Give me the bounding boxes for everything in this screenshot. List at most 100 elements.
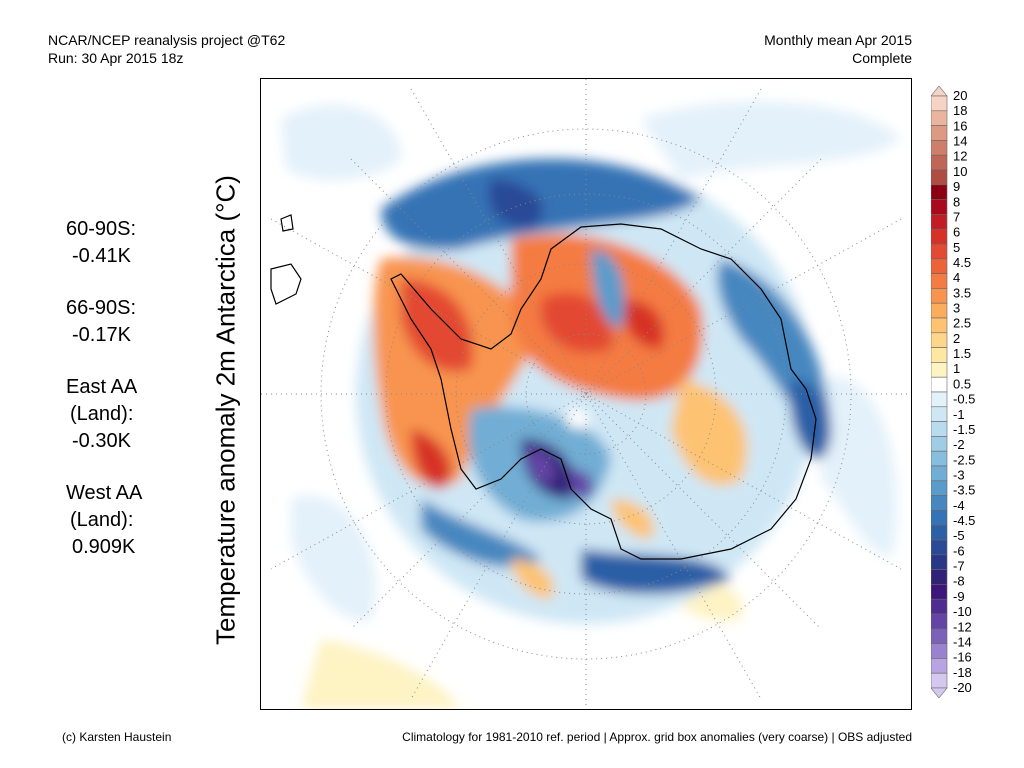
colorbar-tick-label: 6 xyxy=(953,225,960,240)
colorbar-tick-label: -20 xyxy=(953,680,972,695)
colorbar-tick-label: 20 xyxy=(953,88,967,103)
colorbar-tick-label: 7 xyxy=(953,209,960,224)
colorbar-tick-label: -12 xyxy=(953,619,972,634)
stat-block: 60-90S: -0.41K xyxy=(66,216,142,270)
colorbar-tick-label: 14 xyxy=(953,134,967,149)
colorbar-swatch xyxy=(931,465,948,482)
colorbar-tick-label: -2 xyxy=(953,437,965,452)
colorbar-swatch xyxy=(931,376,948,393)
stat-label: (Land): xyxy=(70,403,134,425)
stat-label: East AA xyxy=(66,376,138,398)
colorbar-tick-label: -0.5 xyxy=(953,392,975,407)
colorbar-tick-label: 1 xyxy=(953,361,960,376)
methodology-note: Climatology for 1981-2010 ref. period | … xyxy=(402,730,912,744)
colorbar-tick-label: -3 xyxy=(953,467,965,482)
colorbar-swatch xyxy=(931,199,948,215)
colorbar-title: Temperature anomaly 2m Antarctica (°C) xyxy=(210,175,241,645)
colorbar-tick-label: -7 xyxy=(953,559,965,574)
colorbar-swatch xyxy=(931,584,948,600)
stat-label: West AA xyxy=(66,482,143,504)
stat-label: 66-90S: xyxy=(66,297,137,319)
colorbar-swatch xyxy=(931,421,948,437)
colorbar-tick-label: -2.5 xyxy=(953,452,975,467)
colorbar-tick-label: -16 xyxy=(953,650,972,665)
colorbar-swatch xyxy=(931,436,948,452)
colorbar-swatch xyxy=(931,643,948,659)
stat-label: 60-90S: xyxy=(66,218,137,240)
colorbar-swatch xyxy=(931,288,948,304)
period-title: Monthly mean Apr 2015 xyxy=(764,32,912,48)
stat-block: East AA (Land): -0.30K xyxy=(66,374,142,455)
colorbar-tick-label: -6 xyxy=(953,543,965,558)
colorbar-tick-label: 2 xyxy=(953,331,960,346)
colorbar: 201816141210987654.543.532.521.510.5-0.5… xyxy=(931,86,975,698)
run-time: Run: 30 Apr 2015 18z xyxy=(48,50,184,66)
colorbar-tick-label: 18 xyxy=(953,103,967,118)
colorbar-swatch xyxy=(931,258,948,274)
stat-block: 66-90S: -0.17K xyxy=(66,295,142,349)
colorbar-swatch xyxy=(931,554,948,570)
colorbar-tick-label: -10 xyxy=(953,604,972,619)
credit-text: (c) Karsten Haustein xyxy=(62,730,172,744)
colorbar-tick-label: -5 xyxy=(953,528,965,543)
colorbar-swatch xyxy=(931,391,948,408)
stat-value: -0.30K xyxy=(72,430,131,452)
colorbar-tick-label: 0.5 xyxy=(953,376,971,391)
stat-value: 0.909K xyxy=(72,536,136,558)
colorbar-tick-label: 3 xyxy=(953,301,960,316)
colorbar-swatch xyxy=(931,214,948,230)
colorbar-tick-label: 8 xyxy=(953,194,960,209)
completeness-status: Complete xyxy=(852,50,912,66)
colorbar-tick-label: 10 xyxy=(953,164,967,179)
colorbar-swatch xyxy=(931,332,948,348)
colorbar-swatch xyxy=(931,480,948,496)
colorbar-swatch xyxy=(931,273,948,289)
stat-value: -0.41K xyxy=(72,245,131,267)
colorbar-tick-label: 3.5 xyxy=(953,285,971,300)
graticule xyxy=(261,79,911,709)
colorbar-swatch xyxy=(931,613,948,630)
colorbar-swatch xyxy=(931,347,948,363)
colorbar-swatch xyxy=(931,510,948,526)
colorbar-swatch xyxy=(931,140,948,156)
colorbar-max-arrow xyxy=(931,86,948,97)
colorbar-tick-label: 5 xyxy=(953,240,960,255)
model-title: NCAR/NCEP reanalysis project @T62 xyxy=(48,32,286,48)
colorbar-swatch xyxy=(931,317,948,334)
stat-label: (Land): xyxy=(70,509,134,531)
colorbar-swatch xyxy=(931,658,948,674)
map-svg xyxy=(261,79,911,709)
colorbar-tick-label: 4.5 xyxy=(953,255,971,270)
colorbar-swatch xyxy=(931,539,948,556)
stat-value: -0.17K xyxy=(72,324,131,346)
colorbar-swatch xyxy=(931,110,948,126)
colorbar-tick-label: -9 xyxy=(953,589,965,604)
antarctic-anomaly-map xyxy=(260,78,912,710)
colorbar-swatch xyxy=(931,169,948,186)
header-left: NCAR/NCEP reanalysis project @T62 Run: 3… xyxy=(48,31,285,67)
colorbar-swatch xyxy=(931,125,948,141)
colorbar-tick-label: -4 xyxy=(953,498,965,513)
region-stats: 60-90S: -0.41K 66-90S: -0.17K East AA (Land):… xyxy=(66,216,142,586)
colorbar-tick-label: -8 xyxy=(953,574,965,589)
colorbar-tick-label: -18 xyxy=(953,665,972,680)
colorbar-tick-label: -14 xyxy=(953,634,972,649)
colorbar-swatch xyxy=(931,628,948,644)
colorbar-swatch xyxy=(931,524,948,541)
colorbar-swatch xyxy=(931,95,948,112)
colorbar-tick-label: -1 xyxy=(953,407,965,422)
colorbar-swatch xyxy=(931,598,948,615)
colorbar-tick-label: 2.5 xyxy=(953,316,971,331)
antarctica-coastline xyxy=(270,214,817,560)
colorbar-tick-label: 1.5 xyxy=(953,346,971,361)
colorbar-swatch xyxy=(931,569,948,585)
colorbar-swatch xyxy=(931,362,948,378)
colorbar-swatch xyxy=(931,243,948,260)
header-right: Monthly mean Apr 2015 Complete xyxy=(764,31,912,67)
stat-block: West AA (Land): 0.909K xyxy=(66,480,142,561)
colorbar-tick-label: 16 xyxy=(953,118,967,133)
colorbar-swatch xyxy=(931,495,948,511)
colorbar-tick-label: 12 xyxy=(953,149,967,164)
colorbar-min-arrow xyxy=(931,687,948,698)
colorbar-swatch xyxy=(931,672,948,689)
